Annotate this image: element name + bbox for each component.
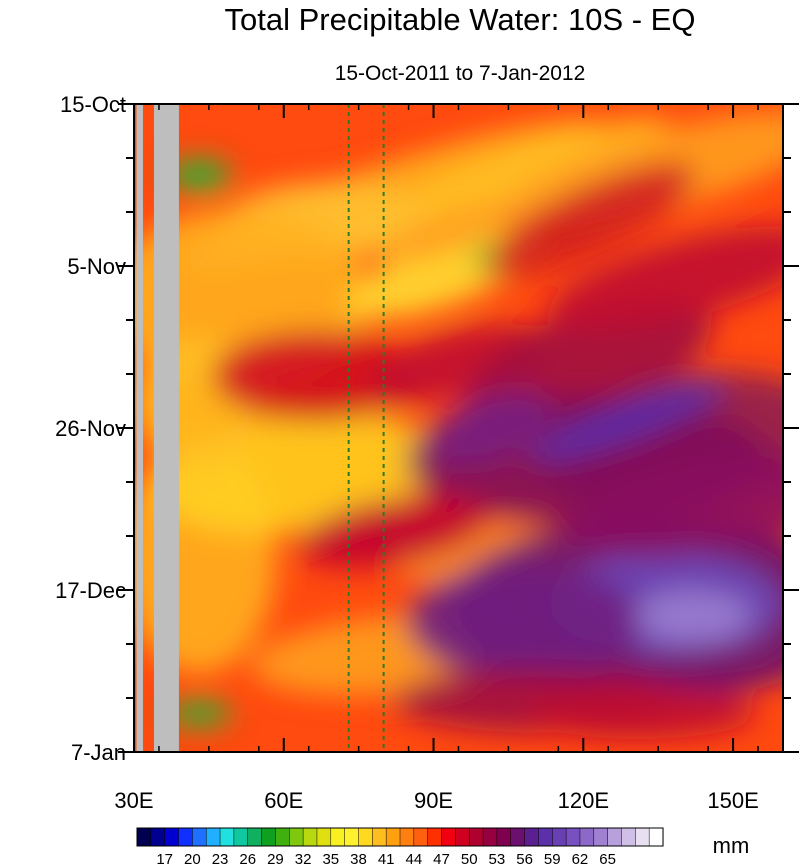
field-blob xyxy=(351,117,670,246)
field-blob xyxy=(633,590,751,642)
x-tick-label: 120E xyxy=(558,788,609,813)
x-tick-label: 60E xyxy=(264,788,303,813)
colorbar-swatch xyxy=(247,827,263,847)
colorbar-swatch xyxy=(579,827,595,847)
colorbar-swatch xyxy=(302,827,318,847)
field-blob xyxy=(406,564,641,681)
y-tick-label: 26-Nov xyxy=(55,416,126,441)
colorbar: 17 20 23 26 29 32 35 38 41 44 47 50 53 56 59 62 65 mm xyxy=(136,827,750,867)
field-blob xyxy=(166,700,232,727)
field-blob xyxy=(529,381,726,462)
colorbar-label: 32 xyxy=(295,851,312,867)
colorbar-unit: mm xyxy=(713,833,750,858)
colorbar-swatch xyxy=(482,827,498,847)
colorbar-label: 41 xyxy=(378,851,395,867)
colorbar-label: 26 xyxy=(239,851,256,867)
field-blob xyxy=(211,330,420,422)
colorbar-swatch xyxy=(385,827,401,847)
colorbar-label: 23 xyxy=(212,851,229,867)
colorbar-label: 62 xyxy=(572,851,589,867)
colorbar-swatch xyxy=(427,827,443,847)
chart-subtitle: 15-Oct-2011 to 7-Jan-2012 xyxy=(335,62,586,85)
colorbar-swatch xyxy=(136,827,152,847)
field-blob xyxy=(481,163,696,279)
colorbar-swatch xyxy=(330,827,346,847)
colorbar-swatch xyxy=(468,827,484,847)
x-axis: 30E 60E 90E 120E 150E xyxy=(114,104,759,813)
colorbar-label: 47 xyxy=(433,851,450,867)
y-tick-label: 17-Dec xyxy=(55,578,126,603)
colorbar-label: 44 xyxy=(405,851,422,867)
x-tick-label: 30E xyxy=(114,788,153,813)
field-blob xyxy=(428,390,553,466)
colorbar-swatch xyxy=(552,827,567,847)
colorbar-label: 29 xyxy=(267,851,284,867)
colorbar-swatch xyxy=(219,827,235,847)
y-tick-label: 7-Jan xyxy=(71,740,126,765)
field-blob xyxy=(297,495,490,568)
colorbar-swatch xyxy=(496,827,512,847)
missing-strip xyxy=(153,104,179,752)
colorbar-swatch xyxy=(441,827,456,847)
colorbar-swatch xyxy=(399,827,415,847)
colorbar-swatch xyxy=(150,827,166,847)
colorbar-swatch xyxy=(648,827,664,847)
missing-data xyxy=(136,104,179,752)
field-blob xyxy=(564,454,783,557)
plot-area xyxy=(134,104,783,752)
colorbar-swatch xyxy=(178,827,193,847)
field-blob xyxy=(384,204,507,263)
colorbar-label: 59 xyxy=(544,851,561,867)
colorbar-swatch xyxy=(275,827,290,847)
missing-strip xyxy=(136,104,143,752)
x-tick-label: 150E xyxy=(707,788,758,813)
colorbar-swatch xyxy=(372,827,387,847)
colorbar-swatch xyxy=(635,827,650,847)
colorbar-swatch xyxy=(413,827,429,847)
colorbar-swatch xyxy=(621,827,636,847)
colorbar-label: 56 xyxy=(516,851,533,867)
y-tick-label: 5-Nov xyxy=(67,254,126,279)
colorbar-swatch xyxy=(205,827,221,847)
colorbar-label: 17 xyxy=(156,851,173,867)
colorbar-swatch xyxy=(538,827,553,847)
y-tick-label: 15-Oct xyxy=(60,92,126,117)
colorbar-swatch xyxy=(524,827,539,847)
colorbar-label: 20 xyxy=(184,851,201,867)
colorbar-label: 38 xyxy=(350,851,367,867)
colorbar-swatch xyxy=(344,827,360,847)
field-blob xyxy=(166,159,232,192)
colorbar-swatch xyxy=(593,827,609,847)
colorbar-swatch xyxy=(233,827,249,847)
colorbar-swatch xyxy=(289,827,304,847)
colorbar-swatch xyxy=(164,827,180,847)
field-blob xyxy=(547,226,783,332)
field-blob xyxy=(370,324,547,403)
field-blob xyxy=(474,246,495,266)
colorbar-label: 53 xyxy=(489,851,506,867)
colorbar-swatch xyxy=(565,827,581,847)
colorbar-swatch xyxy=(358,827,373,847)
colorbar-swatch xyxy=(316,827,332,847)
colorbar-swatch xyxy=(261,827,276,847)
colorbar-frame xyxy=(136,827,664,847)
reference-lines xyxy=(347,104,385,752)
x-tick-label: 90E xyxy=(414,788,453,813)
chart-title: Total Precipitable Water: 10S - EQ xyxy=(225,2,696,37)
colorbar-swatch xyxy=(192,827,207,847)
colorbar-swatch xyxy=(455,827,470,847)
colorbar-label: 50 xyxy=(461,851,478,867)
colorbar-swatch xyxy=(607,827,623,847)
precip-field xyxy=(134,111,783,740)
field-blob xyxy=(523,687,758,740)
colorbar-label: 35 xyxy=(322,851,339,867)
colorbar-swatch xyxy=(510,827,526,847)
y-axis: 15-Oct 5-Nov 26-Nov 17-Dec 7-Jan xyxy=(55,92,799,765)
colorbar-label: 65 xyxy=(599,851,616,867)
